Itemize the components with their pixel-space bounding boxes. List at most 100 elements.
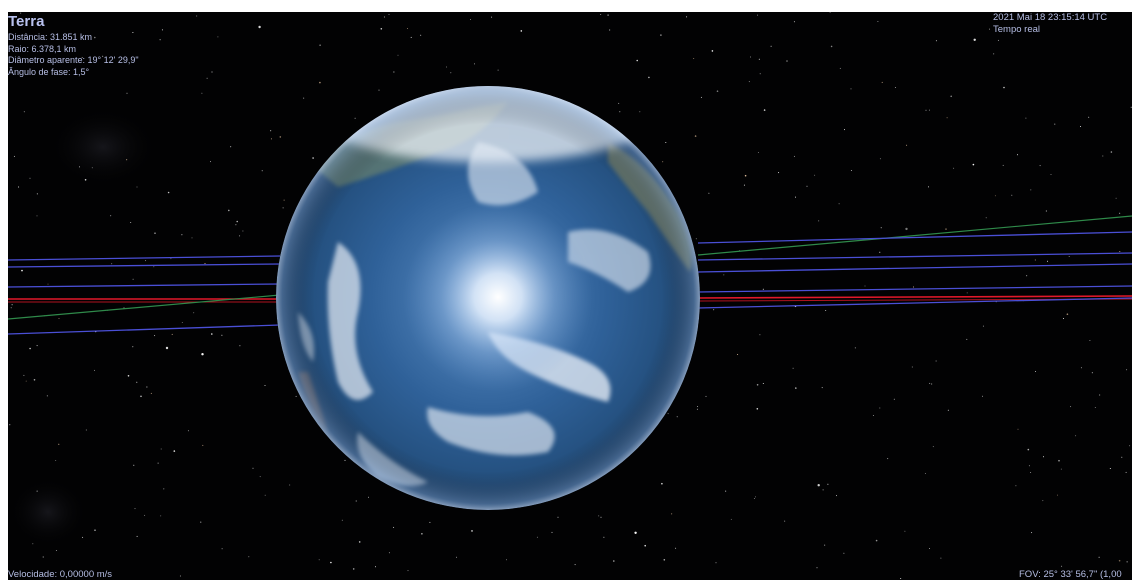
star (378, 89, 380, 91)
star (973, 38, 976, 41)
star (221, 548, 223, 550)
star (91, 167, 93, 169)
star (821, 387, 823, 389)
star (925, 109, 927, 111)
star (1070, 406, 1072, 408)
star (1015, 485, 1017, 487)
star (383, 16, 385, 18)
star (1060, 468, 1062, 470)
star (200, 521, 202, 523)
star (140, 395, 142, 398)
star (36, 490, 38, 492)
star (1115, 197, 1117, 199)
star (506, 559, 507, 561)
star (966, 338, 968, 340)
star (618, 102, 620, 104)
star (818, 220, 820, 222)
star (757, 152, 759, 153)
star (697, 406, 698, 407)
orbit-line-green (8, 294, 281, 320)
star (429, 521, 431, 523)
star (132, 346, 134, 348)
star (1109, 468, 1111, 469)
star (1047, 260, 1048, 262)
star (759, 73, 761, 75)
star (900, 578, 902, 579)
star (252, 467, 254, 469)
star (153, 266, 155, 268)
star (344, 459, 346, 461)
star (929, 382, 931, 384)
star (665, 142, 667, 143)
nebula-glow (48, 107, 158, 187)
star (825, 310, 827, 311)
star (303, 97, 305, 99)
star (407, 28, 408, 29)
object-name: Terra (8, 13, 45, 30)
star (854, 347, 856, 349)
star (47, 283, 49, 285)
star (932, 446, 934, 448)
star (134, 508, 136, 510)
star (750, 56, 751, 58)
star (686, 16, 688, 18)
star (1102, 155, 1104, 157)
star (375, 566, 376, 568)
star (806, 185, 808, 187)
star (725, 490, 727, 492)
star (843, 552, 845, 554)
star (600, 14, 602, 15)
star (759, 334, 761, 336)
star (875, 539, 878, 542)
star (421, 533, 423, 535)
star (126, 92, 128, 94)
star (1066, 313, 1069, 316)
star (163, 488, 165, 490)
star (450, 72, 452, 74)
star (850, 88, 852, 90)
star (609, 29, 611, 31)
orbit-line-blue (697, 252, 1132, 261)
star (160, 515, 162, 517)
star (1129, 445, 1131, 447)
star (341, 519, 343, 521)
star (758, 58, 760, 60)
star (94, 529, 96, 531)
time-display: 2021 Mai 18 23:15:14 UTC Tempo real (993, 12, 1107, 35)
star (1031, 532, 1033, 534)
star (695, 238, 697, 240)
orbit-line-blue (697, 285, 1132, 293)
space-viewport[interactable]: Terra Distância: 31.851 km Raio: 6.378,1… (8, 12, 1132, 580)
star (36, 345, 38, 347)
star (84, 179, 87, 181)
star (994, 195, 996, 197)
star (1125, 471, 1127, 473)
star (817, 484, 820, 487)
star (157, 462, 159, 464)
star (36, 215, 38, 217)
star (132, 278, 134, 280)
star (619, 111, 621, 113)
star (879, 158, 881, 160)
star (136, 186, 138, 188)
star (716, 90, 719, 92)
star (872, 415, 874, 416)
star (282, 207, 284, 209)
star (1017, 154, 1018, 156)
star (33, 379, 36, 381)
star (829, 12, 831, 13)
time-mode: Tempo real (993, 23, 1040, 35)
star (928, 186, 929, 188)
star (1094, 407, 1096, 408)
star (173, 450, 176, 452)
earth-globe[interactable] (276, 82, 700, 510)
star (55, 460, 57, 461)
star (711, 50, 714, 52)
star (1098, 556, 1100, 558)
star (1089, 340, 1091, 341)
star (368, 496, 369, 498)
star (877, 21, 879, 22)
star (210, 161, 211, 163)
star (911, 366, 913, 368)
star (708, 192, 710, 194)
